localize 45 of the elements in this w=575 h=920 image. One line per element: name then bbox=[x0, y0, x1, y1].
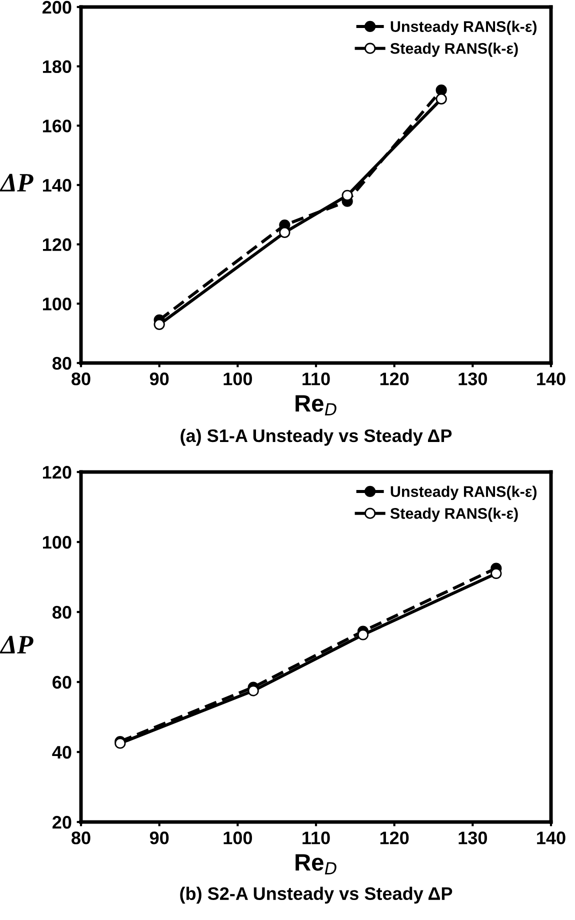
x-tick-label: 90 bbox=[150, 832, 169, 844]
text: (a) S1-A Unsteady vs Steady ΔP bbox=[180, 428, 452, 446]
y-axis-title: ΔP bbox=[0, 174, 34, 192]
point bbox=[248, 685, 259, 696]
x-tick-label: 130 bbox=[458, 372, 487, 386]
x-tick-label: 80 bbox=[72, 832, 90, 844]
legend-label: Unsteady RANS(k-ε) bbox=[390, 486, 536, 500]
y-tick-label: 20 bbox=[52, 816, 72, 829]
legend-label: Unsteady RANS(k-ε) bbox=[390, 20, 536, 35]
x-tick-label: 100 bbox=[224, 372, 252, 386]
point bbox=[490, 568, 502, 580]
point bbox=[342, 190, 353, 201]
x-tick-label: 140 bbox=[537, 372, 566, 386]
legend-label: Steady RANS(k-ε) bbox=[390, 42, 518, 57]
y-axis-title: ΔP bbox=[0, 636, 34, 654]
x-tick-label: 120 bbox=[380, 372, 409, 386]
x-tick-label: 120 bbox=[380, 832, 409, 844]
point bbox=[436, 93, 447, 105]
x-tick-label: 100 bbox=[224, 832, 252, 844]
text: (b) S2-A Unsteady vs Steady ΔP bbox=[180, 886, 452, 904]
point bbox=[279, 226, 290, 238]
x-tick-label: 80 bbox=[72, 372, 90, 386]
y-tick-label: 60 bbox=[52, 676, 72, 689]
x-tick-label: 130 bbox=[458, 832, 487, 844]
y-tick-label: 40 bbox=[52, 746, 72, 759]
x-tick-label: 110 bbox=[302, 832, 330, 844]
y-tick-label: 180 bbox=[42, 60, 72, 74]
x-tick-label: 140 bbox=[537, 832, 566, 844]
y-tick-label: 100 bbox=[42, 536, 72, 549]
point bbox=[357, 629, 369, 640]
point bbox=[154, 318, 165, 330]
y-tick-label: 160 bbox=[42, 120, 72, 132]
y-tick-label: 140 bbox=[42, 178, 72, 192]
x-axis-title: Re$_{D}$ bbox=[296, 395, 336, 416]
legend-label: Steady RANS(k-ε) bbox=[390, 508, 518, 522]
x-axis-title: Re$_{D}$ bbox=[296, 854, 336, 874]
y-tick-label: 120 bbox=[42, 466, 72, 479]
y-tick-label: 120 bbox=[42, 238, 72, 252]
x-tick-label: 110 bbox=[302, 372, 330, 386]
y-tick-label: 80 bbox=[52, 606, 72, 619]
x-tick-label: 90 bbox=[150, 372, 169, 386]
y-tick-label: 200 bbox=[42, 0, 72, 14]
point bbox=[436, 84, 447, 96]
y-tick-label: 100 bbox=[42, 298, 72, 310]
y-tick-label: 80 bbox=[52, 356, 72, 370]
